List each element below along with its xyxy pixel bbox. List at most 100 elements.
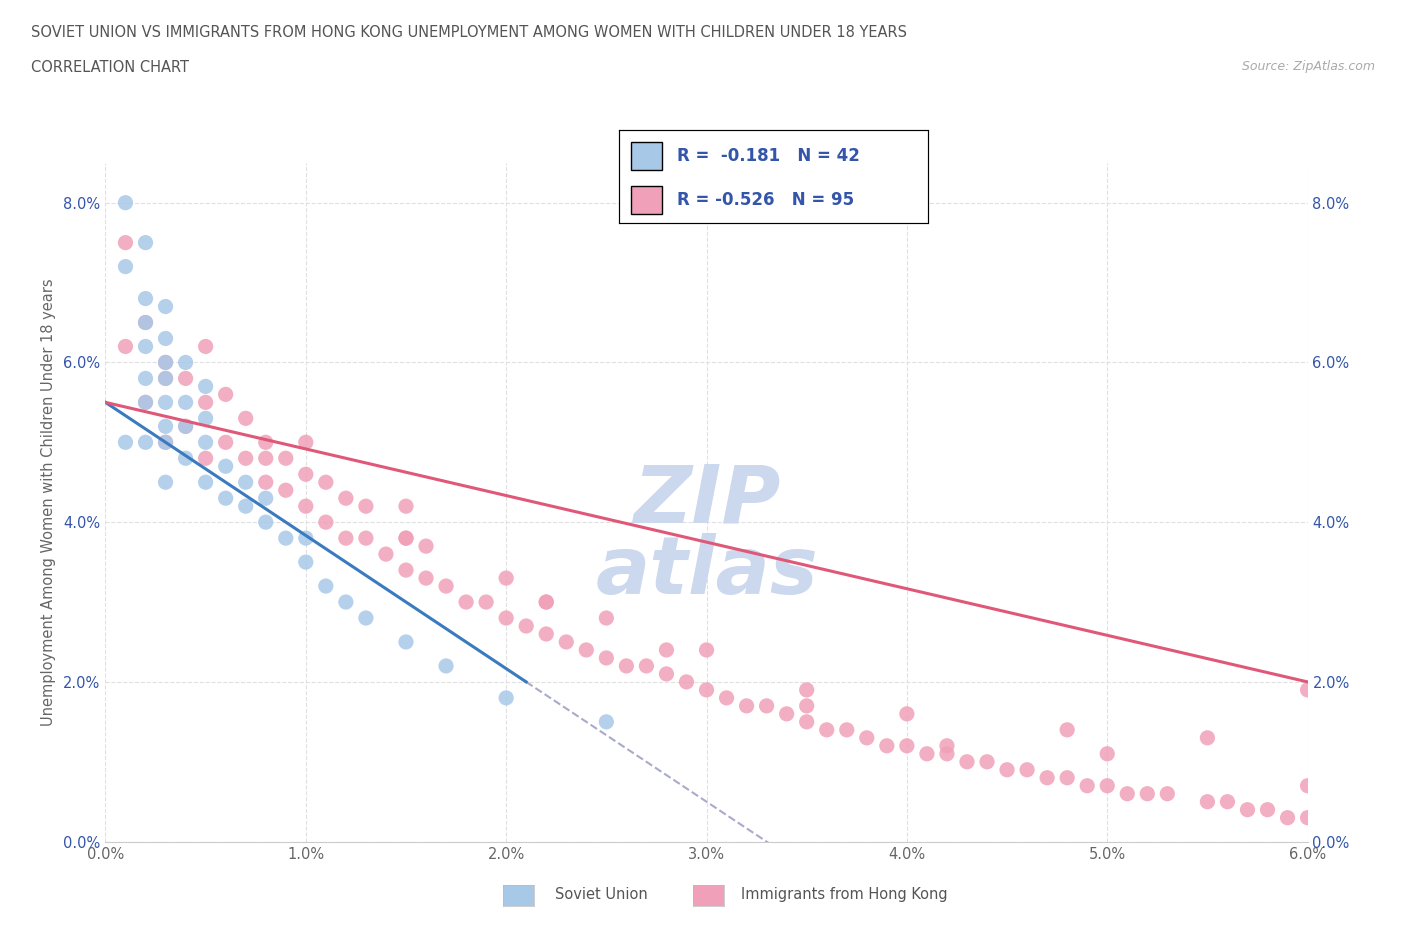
Point: [876, 738, 898, 753]
Point: [315, 514, 337, 529]
Point: [716, 690, 738, 705]
Point: [515, 618, 537, 633]
Point: [114, 435, 136, 450]
Text: SOVIET UNION VS IMMIGRANTS FROM HONG KONG UNEMPLOYMENT AMONG WOMEN WITH CHILDREN: SOVIET UNION VS IMMIGRANTS FROM HONG KON…: [31, 25, 907, 40]
Point: [194, 435, 217, 450]
Point: [495, 571, 517, 586]
Point: [155, 395, 177, 410]
Point: [1076, 778, 1098, 793]
Point: [155, 355, 177, 370]
Point: [776, 707, 799, 722]
Point: [155, 418, 177, 433]
Point: [295, 531, 318, 546]
Point: [194, 451, 217, 466]
Point: [835, 723, 858, 737]
Point: [174, 355, 197, 370]
Point: [374, 547, 398, 562]
Point: [135, 315, 157, 330]
Point: [174, 418, 197, 433]
Text: Soviet Union: Soviet Union: [555, 887, 648, 902]
Point: [254, 435, 277, 450]
Point: [295, 467, 318, 482]
Point: [796, 683, 818, 698]
Point: [415, 538, 437, 553]
Point: [896, 707, 918, 722]
Point: [114, 235, 136, 250]
Point: [956, 754, 979, 769]
Point: [135, 435, 157, 450]
Point: [796, 698, 818, 713]
Point: [235, 498, 257, 513]
Point: [335, 531, 357, 546]
Point: [194, 475, 217, 490]
Point: [1296, 683, 1319, 698]
Point: [1056, 770, 1078, 785]
Point: [534, 594, 557, 609]
Point: [936, 738, 959, 753]
Point: [1296, 810, 1319, 825]
Point: [636, 658, 658, 673]
Point: [155, 371, 177, 386]
Point: [1197, 730, 1219, 745]
Point: [274, 531, 297, 546]
Point: [696, 643, 718, 658]
Point: [335, 594, 357, 609]
Point: [915, 747, 938, 762]
Point: [1136, 786, 1159, 801]
Point: [936, 747, 959, 762]
Point: [534, 594, 557, 609]
Point: [475, 594, 498, 609]
Point: [214, 435, 236, 450]
Point: [114, 339, 136, 354]
Point: [354, 611, 377, 626]
Point: [135, 395, 157, 410]
Point: [1036, 770, 1059, 785]
Point: [235, 475, 257, 490]
Point: [194, 411, 217, 426]
Point: [174, 371, 197, 386]
Y-axis label: Unemployment Among Women with Children Under 18 years: Unemployment Among Women with Children U…: [41, 278, 56, 726]
Point: [1257, 803, 1279, 817]
Point: [1056, 723, 1078, 737]
Point: [1017, 763, 1039, 777]
Point: [595, 714, 617, 729]
FancyBboxPatch shape: [631, 142, 662, 170]
Point: [254, 475, 277, 490]
Point: [235, 411, 257, 426]
Point: [896, 738, 918, 753]
Point: [976, 754, 998, 769]
Point: [174, 451, 197, 466]
Point: [214, 387, 236, 402]
Point: [254, 491, 277, 506]
FancyBboxPatch shape: [631, 186, 662, 214]
Point: [1097, 778, 1119, 793]
Point: [155, 371, 177, 386]
Point: [295, 435, 318, 450]
Point: [254, 451, 277, 466]
Point: [855, 730, 877, 745]
Point: [395, 531, 418, 546]
Point: [135, 371, 157, 386]
Point: [434, 658, 457, 673]
Point: [114, 195, 136, 210]
Point: [995, 763, 1018, 777]
Point: [274, 483, 297, 498]
Point: [595, 611, 617, 626]
Point: [655, 643, 678, 658]
Point: [155, 299, 177, 314]
Point: [1097, 747, 1119, 762]
Point: [575, 643, 598, 658]
Point: [395, 498, 418, 513]
Point: [1216, 794, 1239, 809]
Point: [194, 339, 217, 354]
Point: [155, 435, 177, 450]
Point: [194, 395, 217, 410]
Point: [534, 627, 557, 642]
Point: [1236, 803, 1258, 817]
Point: [495, 690, 517, 705]
Point: [1277, 810, 1299, 825]
Point: [295, 554, 318, 569]
Point: [655, 667, 678, 682]
Point: [315, 475, 337, 490]
Point: [354, 498, 377, 513]
